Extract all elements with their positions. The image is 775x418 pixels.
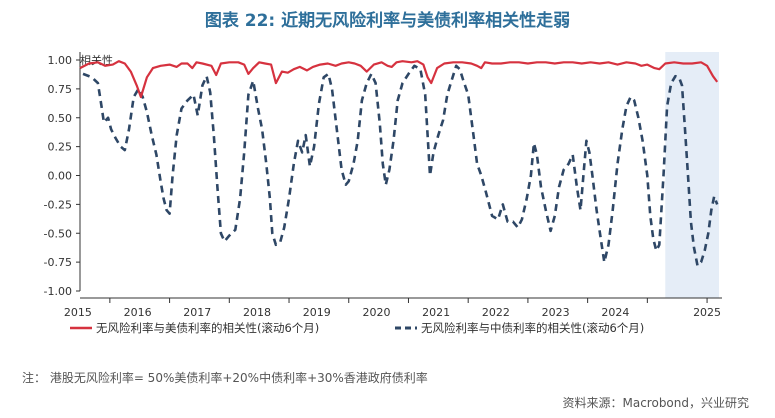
y-tick-label: -0.75	[44, 256, 72, 269]
x-tick-label: 2022	[482, 306, 510, 319]
x-tick-label: 2015	[64, 306, 92, 319]
legend: 无风险利率与美债利率的相关性(滚动6个月) 无风险利率与中债利率的相关性(滚动6个…	[70, 321, 644, 335]
series-lines	[79, 60, 719, 267]
chart-title: 图表 22: 近期无风险利率与美债利率相关性走弱	[204, 11, 571, 31]
x-tick-label: 2024	[601, 306, 629, 319]
y-axis: 1.00 0.75 0.50 0.25 0.00 -0.25 -0.50 -0.75 -1.00	[44, 52, 81, 298]
chart-canvas: 1.00 0.75 0.50 0.25 0.00 -0.25 -0.50 -0.75 -1.00…	[44, 52, 722, 335]
y-tick-label: 0.00	[48, 170, 73, 183]
x-tick-label: 2021	[422, 306, 450, 319]
highlight-region	[665, 52, 720, 298]
legend-item-us-treasury: 无风险利率与美债利率的相关性(滚动6个月)	[96, 321, 319, 335]
x-tick-label: 2018	[243, 306, 271, 319]
x-tick-label: 2025	[693, 306, 721, 319]
x-tick-label: 2023	[542, 306, 570, 319]
series-line-china-bond	[82, 64, 719, 267]
y-tick-label: 0.75	[48, 83, 73, 96]
y-tick-label: 0.50	[48, 112, 73, 125]
x-tick-label: 2017	[183, 306, 211, 319]
series-line-us-treasury	[79, 60, 719, 99]
y-tick-label: -1.00	[44, 285, 72, 298]
y-tick-label: -0.50	[44, 227, 72, 240]
source-note: 资料来源：Macrobond，兴业研究	[562, 396, 750, 410]
x-tick-label: 2016	[124, 306, 152, 319]
legend-item-china-bond: 无风险利率与中债利率的相关性(滚动6个月)	[421, 321, 644, 335]
x-tick-label: 2019	[303, 306, 331, 319]
x-tick-label: 2020	[362, 306, 390, 319]
y-tick-label: 1.00	[48, 54, 73, 67]
y-tick-label: 0.25	[48, 141, 73, 154]
y-tick-label: -0.25	[44, 198, 72, 211]
x-axis: 2015 2016 2017 2018 2019 2020 2021 2022 2023 2024…	[64, 297, 722, 319]
footnote: 注： 港股无风险利率= 50%美债利率+20%中债利率+30%香港政府债利率	[22, 371, 428, 385]
